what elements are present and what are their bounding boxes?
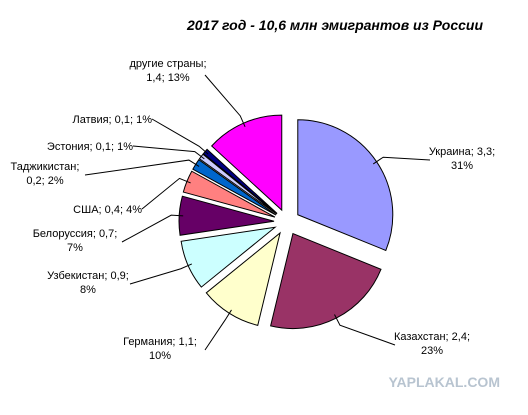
category: Украина (429, 146, 472, 158)
label-line: 31% (451, 160, 473, 172)
value-label: 0,9 (110, 270, 125, 282)
category: Узбекистан (47, 270, 104, 282)
data-label: другие страны; 1,4; 13% (129, 58, 206, 84)
percent-label: 23% (421, 345, 443, 357)
category: Белоруссия (33, 228, 93, 240)
category: Казахстан (394, 331, 446, 343)
label-line: Эстония; 0,1; 1% (47, 141, 133, 153)
chart-title: 2017 год - 10,6 млн эмигрантов из России (186, 17, 483, 33)
data-label: Белоруссия; 0,7; 7% (33, 228, 118, 254)
separator: ; (492, 146, 495, 158)
value-label: 1,4 (146, 72, 161, 84)
percent-label: 2% (48, 175, 64, 187)
separator: ; (471, 146, 477, 158)
percent-label: 31% (451, 160, 473, 172)
separator: ; (126, 270, 129, 282)
separator: ; (172, 336, 178, 348)
value-label: 3,3 (477, 146, 492, 158)
data-label: Эстония; 0,1; 1% (47, 141, 133, 153)
percent-label: 1% (117, 141, 133, 153)
separator: ; (109, 114, 115, 126)
percent-label: 8% (80, 284, 96, 296)
label-line: 10% (149, 350, 171, 362)
category: другие страны (129, 58, 203, 70)
label-line: Латвия; 0,1; 1% (72, 114, 152, 126)
leader-line (372, 156, 431, 165)
category: Эстония (47, 141, 90, 153)
label-line: другие страны; (129, 58, 206, 70)
data-label: Узбекистан; 0,9; 8% (47, 270, 129, 296)
data-label: Украина; 3,3; 31% (429, 146, 495, 172)
watermark: YAPLAKAL.COM (389, 374, 501, 390)
label-line: 0,2; 2% (26, 175, 64, 187)
leader-line (121, 214, 184, 243)
separator: ; (42, 175, 48, 187)
data-label: США; 0,4; 4% (73, 204, 142, 216)
percent-label: 7% (67, 242, 83, 254)
label-line: Казахстан; 2,4; (394, 331, 470, 343)
separator: ; (467, 331, 470, 343)
category: Таджикистан (11, 161, 77, 173)
percent-label: 1% (136, 114, 152, 126)
separator: ; (90, 141, 96, 153)
separator: ; (93, 228, 99, 240)
separator: ; (162, 72, 168, 84)
separator: ; (130, 114, 136, 126)
separator: ; (120, 204, 126, 216)
label-line: Украина; 3,3; (429, 146, 495, 158)
value-label: 0,2 (26, 175, 41, 187)
leader-line (84, 159, 200, 176)
value-label: 0,7 (99, 228, 114, 240)
separator: ; (76, 161, 79, 173)
separator: ; (104, 270, 110, 282)
value-label: 0,1 (115, 114, 130, 126)
value-label: 1,1 (179, 336, 194, 348)
label-line: 7% (67, 242, 83, 254)
separator: ; (99, 204, 105, 216)
data-label: Казахстан; 2,4; 23% (394, 331, 470, 357)
leader-line (132, 145, 205, 160)
leader-line (334, 314, 396, 346)
leader-line (204, 74, 246, 128)
percent-label: 13% (168, 72, 190, 84)
leader-line (129, 263, 193, 285)
label-line: Таджикистан; (11, 161, 80, 173)
label-line: 23% (421, 345, 443, 357)
separator: ; (114, 228, 117, 240)
leader-line (141, 177, 191, 210)
label-line: Белоруссия; 0,7; (33, 228, 118, 240)
label-line: Узбекистан; 0,9; (47, 270, 129, 282)
leader-line (204, 309, 232, 351)
label-line: 8% (80, 284, 96, 296)
category: США (73, 204, 99, 216)
separator: ; (446, 331, 452, 343)
percent-label: 10% (149, 350, 171, 362)
value-label: 2,4 (452, 331, 467, 343)
value-label: 0,1 (96, 141, 111, 153)
pie-slice (297, 119, 394, 252)
data-label: Германия; 1,1; 10% (123, 336, 197, 362)
leader-line (151, 118, 209, 155)
category: Германия (123, 336, 172, 348)
separator: ; (194, 336, 197, 348)
label-line: Германия; 1,1; (123, 336, 197, 348)
label-line: США; 0,4; 4% (73, 204, 142, 216)
data-label: Таджикистан; 0,2; 2% (11, 161, 80, 187)
value-label: 0,4 (105, 204, 120, 216)
data-label: Латвия; 0,1; 1% (72, 114, 152, 126)
label-line: 1,4; 13% (146, 72, 190, 84)
separator: ; (203, 58, 206, 70)
pie-slice (270, 232, 382, 330)
category: Латвия (72, 114, 108, 126)
percent-label: 4% (126, 204, 142, 216)
separator: ; (111, 141, 117, 153)
